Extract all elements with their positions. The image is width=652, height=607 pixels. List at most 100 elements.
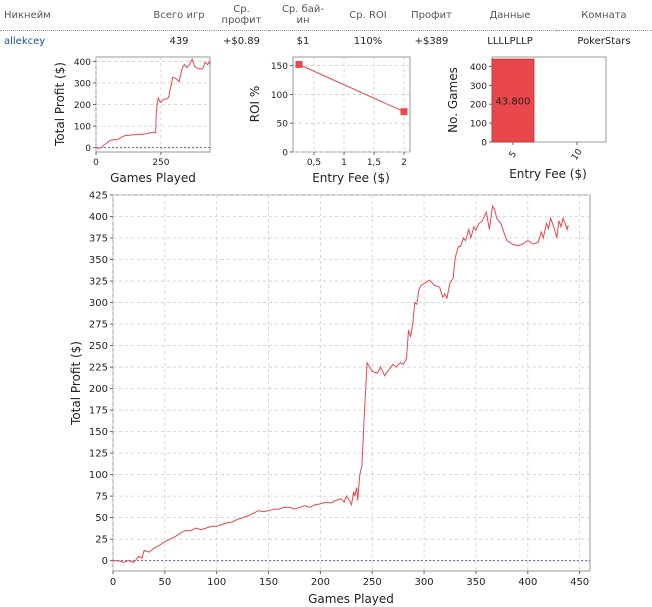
x-tick-label: 0 <box>110 577 116 588</box>
x-tick-label: 400 <box>518 577 537 588</box>
y-tick-label: 300 <box>74 79 91 89</box>
x-tick-label: 450 <box>570 577 589 588</box>
x-tick-label: 200 <box>311 577 330 588</box>
y-tick-label: 0 <box>85 144 91 154</box>
y-axis-ticks: 0 50 100 150 <box>271 62 293 159</box>
y-tick-label: 0 <box>282 149 288 159</box>
y-tick-label: 275 <box>89 320 108 331</box>
y-tick-label: 325 <box>89 277 108 288</box>
y-tick-label: 100 <box>74 123 91 133</box>
y-tick-label: 0 <box>102 556 108 567</box>
col-header-total-games[interactable]: Всего игр <box>153 9 205 21</box>
profit-series-line <box>113 204 569 563</box>
roi-series-line <box>298 64 405 113</box>
y-tick-label: 100 <box>89 470 108 481</box>
y-tick-label: 125 <box>89 449 108 460</box>
col-header-avg-profit[interactable]: Ср. профит <box>221 4 262 26</box>
plot-frame <box>112 194 591 572</box>
player-stats-table: Никнейм Всего игр Ср. профит Ср. бай- ин… <box>0 0 652 51</box>
x-axis-label: Entry Fee ($) <box>509 167 587 181</box>
y-axis-label: ROI % <box>248 86 262 123</box>
small-games-by-fee-chart: 43.800 0 100 200 300 400 5 10 Entry Fee ($) N… <box>446 56 607 181</box>
y-tick-label: 200 <box>74 101 91 111</box>
roi-marker <box>295 60 303 68</box>
y-tick-label: 100 <box>271 91 288 101</box>
y-tick-label: 300 <box>470 82 487 92</box>
y-axis-ticks: 0 25 50 75 100 125 150 175 200 225 250 275 300 325 350… <box>89 191 113 567</box>
room-value: PokerStars <box>577 35 631 47</box>
recent-results-value: LLLLPLLP <box>487 35 533 47</box>
x-tick-label: 250 <box>152 158 169 168</box>
y-axis-ticks: 0 100 200 300 400 <box>74 58 96 154</box>
y-axis-label: Total Profit ($) <box>69 341 83 426</box>
profit-value: +$389 <box>414 35 449 47</box>
y-tick-label: 200 <box>89 384 108 395</box>
x-tick-label: 250 <box>363 577 382 588</box>
y-tick-label: 25 <box>95 535 108 546</box>
col-header-room[interactable]: Комната <box>581 9 627 21</box>
col-header-profit[interactable]: Профит <box>411 9 452 21</box>
y-tick-label: 400 <box>74 58 91 68</box>
col-header-nickname[interactable]: Никнейм <box>4 9 51 21</box>
x-axis-label: Entry Fee ($) <box>312 171 390 185</box>
x-tick-label: 5 <box>508 150 519 160</box>
x-axis-ticks: 0,5 1 1,5 2 <box>307 152 407 168</box>
y-axis-ticks: 0 100 200 300 400 <box>470 63 492 149</box>
x-tick-label: 1,5 <box>367 158 381 168</box>
y-axis-label: Total Profit ($) <box>53 62 67 147</box>
y-tick-label: 300 <box>89 298 108 309</box>
small-profit-chart: 0 100 200 300 400 0 250 Games Played Total Pr… <box>53 56 211 185</box>
y-tick-label: 100 <box>470 120 487 130</box>
x-axis-label: Games Played <box>308 592 394 606</box>
y-tick-label: 400 <box>470 63 487 73</box>
x-tick-label: 1 <box>341 158 347 168</box>
y-tick-label: 250 <box>89 341 108 352</box>
grid <box>112 194 590 571</box>
bars: 43.800 <box>491 58 535 143</box>
total-games-value: 439 <box>169 35 189 47</box>
table-row: allekcey 439 +$0.89 $1 110% +$389 LLLLPL… <box>0 31 652 52</box>
col-header-data[interactable]: Данные <box>489 9 531 21</box>
x-tick-label: 50 <box>158 577 171 588</box>
plot-frame <box>292 56 411 153</box>
profit-series-line <box>95 57 211 149</box>
avg-roi-value: 110% <box>353 35 383 47</box>
roi-marker <box>400 108 408 116</box>
y-tick-label: 50 <box>95 513 108 524</box>
bar-data-label: 43.800 <box>496 97 531 108</box>
y-tick-label: 0 <box>481 139 487 149</box>
x-tick-label: 2 <box>401 158 407 168</box>
grid <box>293 57 410 153</box>
x-tick-label: 150 <box>259 577 278 588</box>
col-header-avg-roi[interactable]: Ср. ROI <box>349 9 387 21</box>
stats-header-row: Никнейм Всего игр Ср. профит Ср. бай- ин… <box>0 0 652 31</box>
y-tick-label: 150 <box>89 427 108 438</box>
x-axis-ticks: 0 50 100 150 200 250 300 350 400 450 <box>110 571 589 588</box>
y-tick-label: 225 <box>89 363 108 374</box>
x-axis-ticks: 5 10 <box>508 142 585 162</box>
y-tick-label: 375 <box>89 234 108 245</box>
y-tick-label: 50 <box>277 120 289 130</box>
x-tick-label: 300 <box>415 577 434 588</box>
y-tick-label: 425 <box>89 191 108 202</box>
small-roi-chart: 0 50 100 150 0,5 1 1,5 2 Entry Fee ($) ROI % <box>248 56 411 185</box>
x-tick-label: 0 <box>93 158 99 168</box>
col-header-avg-buyin[interactable]: Ср. бай- ин <box>281 4 325 26</box>
y-axis-label: No. Games <box>446 67 460 133</box>
x-axis-ticks: 0 250 <box>93 152 170 168</box>
roi-markers <box>295 60 408 116</box>
y-tick-label: 175 <box>89 406 108 417</box>
avg-profit-value: +$0.89 <box>222 35 260 47</box>
y-tick-label: 400 <box>89 212 108 223</box>
y-tick-label: 200 <box>470 101 487 111</box>
avg-buyin-value: $1 <box>296 35 310 47</box>
x-tick-label: 350 <box>466 577 485 588</box>
main-profit-chart: 0 25 50 75 100 125 150 175 200 225 250 275 300 325 350… <box>69 191 591 606</box>
x-tick-label: 0,5 <box>307 158 321 168</box>
y-tick-label: 75 <box>95 492 108 503</box>
player-nickname-link[interactable]: allekcey <box>4 35 46 47</box>
y-tick-label: 350 <box>89 255 108 266</box>
x-tick-label: 100 <box>207 577 226 588</box>
x-axis-label: Games Played <box>110 171 196 185</box>
x-tick-label: 10 <box>570 147 585 162</box>
